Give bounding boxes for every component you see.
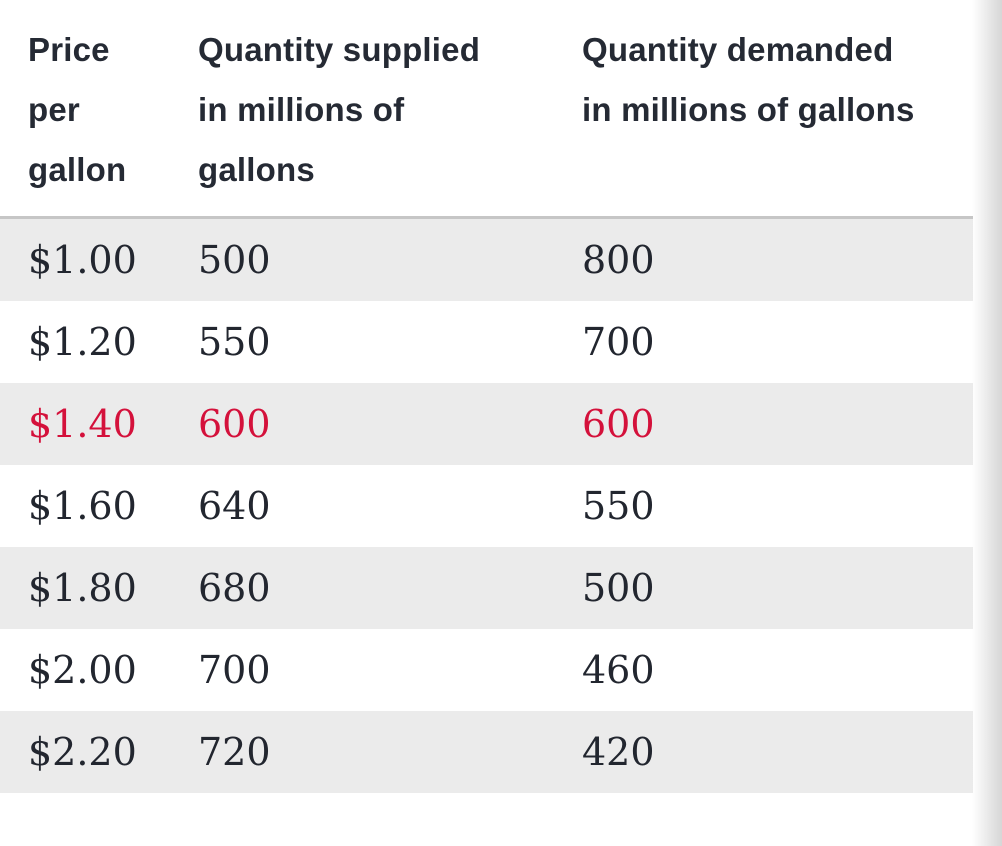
cell-quantity-demanded: 800 xyxy=(582,238,655,282)
column-header-quantity-demanded: Quantity demanded in millions of gallons xyxy=(582,31,915,128)
cell-quantity-demanded: 550 xyxy=(582,484,655,528)
cell-quantity-demanded: 700 xyxy=(582,320,655,364)
cell-price: $1.00 xyxy=(28,238,137,282)
table-row: $2.20 720 420 xyxy=(0,711,973,793)
cell-price: $2.00 xyxy=(28,648,137,692)
scroll-fade-overlay xyxy=(972,0,1002,846)
cell-quantity-supplied: 680 xyxy=(198,566,271,610)
header-divider xyxy=(0,216,973,219)
cell-quantity-demanded: 600 xyxy=(582,402,655,446)
cell-quantity-supplied: 700 xyxy=(198,648,271,692)
cell-price: $1.40 xyxy=(28,402,137,446)
cell-quantity-supplied: 600 xyxy=(198,402,271,446)
cell-quantity-supplied: 500 xyxy=(198,238,271,282)
cell-price: $2.20 xyxy=(28,730,137,774)
table-row: $1.00 500 800 xyxy=(0,219,973,301)
column-header-quantity-supplied: Quantity supplied in millions of gallons xyxy=(198,31,481,188)
supply-demand-table: Price per gallon Quantity supplied in mi… xyxy=(0,0,973,793)
cell-quantity-demanded: 460 xyxy=(582,648,655,692)
column-header-price: Price per gallon xyxy=(28,31,127,188)
table-row: $1.80 680 500 xyxy=(0,547,973,629)
table-row: $1.60 640 550 xyxy=(0,465,973,547)
table-row: $1.40 600 600 xyxy=(0,383,973,465)
cell-quantity-demanded: 420 xyxy=(582,730,655,774)
table-row: $2.00 700 460 xyxy=(0,629,973,711)
table-row: $1.20 550 700 xyxy=(0,301,973,383)
table-body: $1.00 500 800 $1.20 550 700 $1.40 600 60… xyxy=(0,219,973,793)
cell-quantity-supplied: 640 xyxy=(198,484,271,528)
cell-quantity-demanded: 500 xyxy=(582,566,655,610)
table-header-row: Price per gallon Quantity supplied in mi… xyxy=(0,0,973,216)
cell-price: $1.60 xyxy=(28,484,137,528)
cell-quantity-supplied: 720 xyxy=(198,730,271,774)
cell-price: $1.80 xyxy=(28,566,137,610)
cell-quantity-supplied: 550 xyxy=(198,320,271,364)
cell-price: $1.20 xyxy=(28,320,137,364)
